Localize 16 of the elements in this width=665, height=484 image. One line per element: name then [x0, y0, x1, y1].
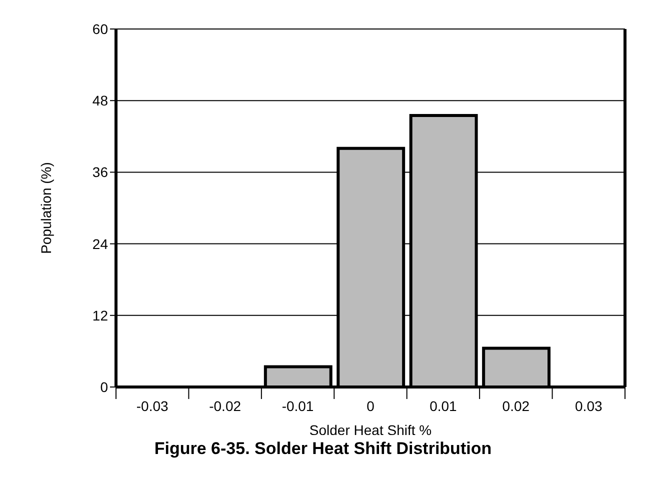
- x-tick-label: -0.01: [282, 398, 314, 414]
- y-axis-title: Population (%): [38, 162, 54, 254]
- y-tick-label: 24: [92, 236, 108, 252]
- y-tick-label: 0: [100, 378, 108, 395]
- text: Figure 6-35. Solder Heat Shift Distribution: [153, 439, 493, 459]
- y-tick-label: 48: [92, 92, 108, 109]
- x-axis-title: Solder Heat Shift %: [309, 422, 432, 438]
- x-tick-label: -0.03: [136, 398, 169, 414]
- x-tick-label: 0: [366, 398, 375, 414]
- x-tick-label: 0.02: [502, 398, 530, 414]
- x-tick-label: 0.03: [575, 398, 602, 414]
- x-tick-label: 0.01: [430, 398, 458, 414]
- y-tick-label: 36: [92, 164, 108, 180]
- x-tick-label: -0.02: [209, 398, 242, 414]
- y-tick-label: 12: [92, 307, 108, 324]
- y-tick-label: 60: [92, 20, 108, 37]
